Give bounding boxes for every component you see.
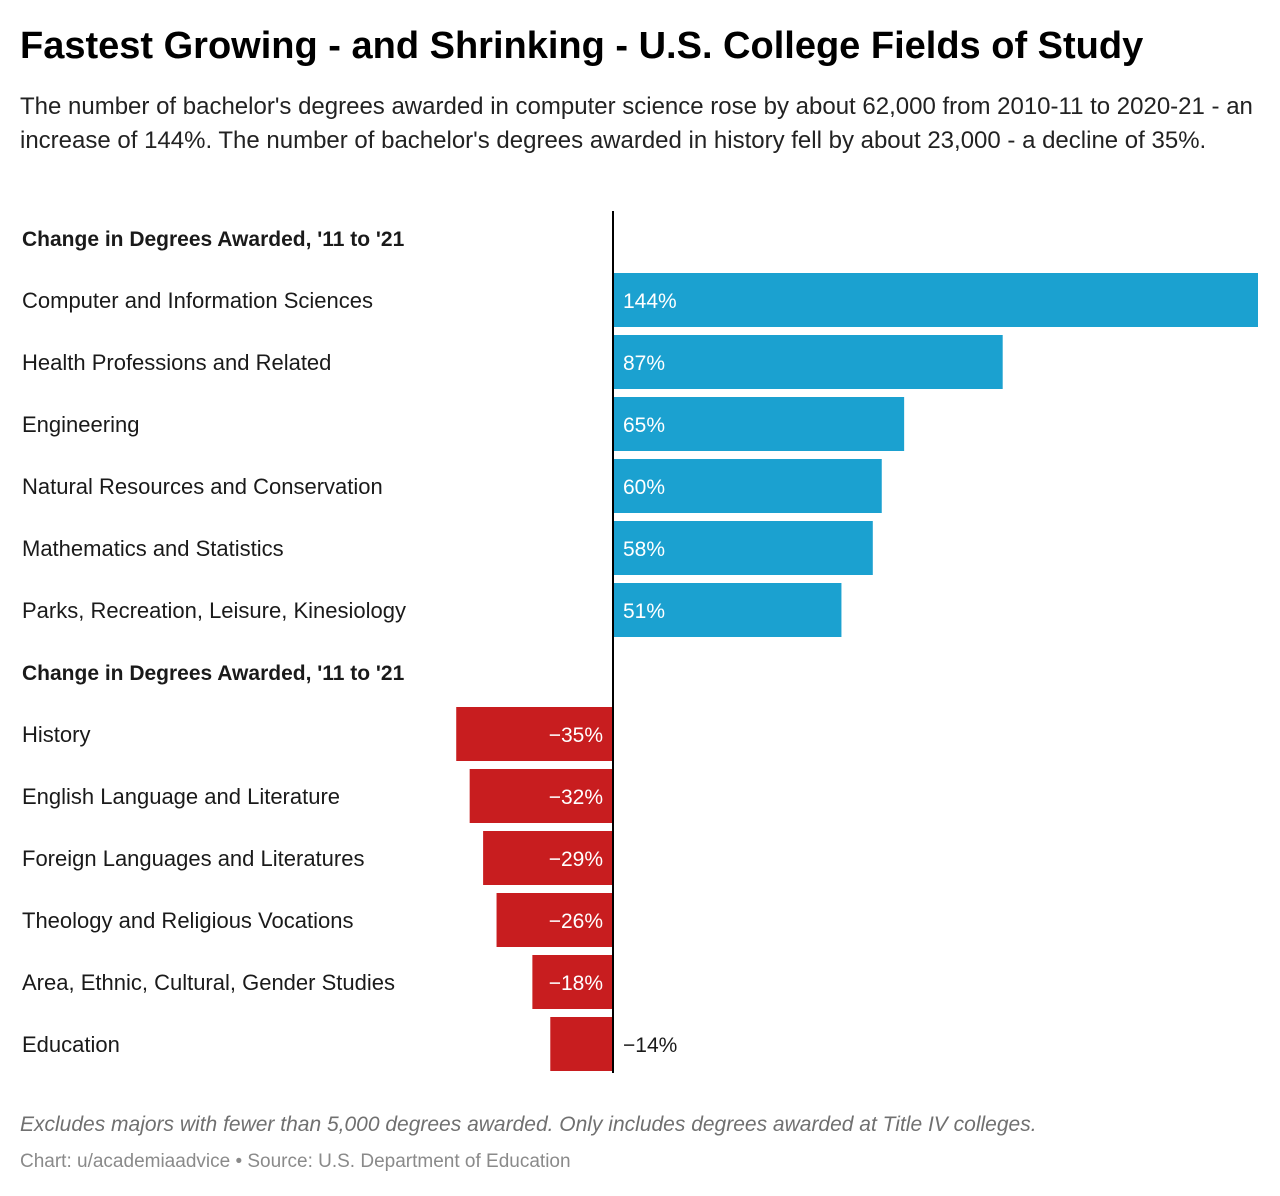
bar — [613, 397, 905, 451]
category-label: Mathematics and Statistics — [22, 536, 284, 561]
data-label: −35% — [549, 724, 603, 747]
data-label: −14% — [623, 1034, 677, 1057]
chart-footnote: Excludes majors with fewer than 5,000 de… — [20, 1113, 1037, 1136]
data-label: −29% — [549, 848, 603, 871]
bar — [496, 893, 613, 947]
category-label: Parks, Recreation, Leisure, Kinesiology — [22, 598, 406, 623]
bar — [532, 955, 613, 1009]
data-label: −32% — [549, 786, 603, 809]
bar — [613, 583, 842, 637]
data-label: 51% — [623, 600, 665, 623]
chart-credit: Chart: u/academiaadvice • Source: U.S. D… — [20, 1151, 571, 1172]
bar-chart: Change in Degrees Awarded, '11 to '21 Com… — [22, 211, 1258, 1073]
group-header: Change in Degrees Awarded, '11 to '21 — [22, 662, 405, 685]
data-label: 60% — [623, 476, 665, 499]
bar — [550, 1017, 613, 1071]
data-label: 144% — [623, 290, 677, 313]
chart-title: Fastest Growing - and Shrinking - U.S. C… — [20, 25, 1144, 67]
bar — [613, 459, 882, 513]
category-label: Computer and Information Sciences — [22, 288, 373, 313]
bar — [469, 769, 613, 823]
bar — [613, 521, 873, 575]
bar — [483, 831, 613, 885]
data-label: 65% — [623, 414, 665, 437]
bar — [613, 273, 1258, 327]
bar — [613, 335, 1003, 389]
data-label: 87% — [623, 352, 665, 375]
group-header: Change in Degrees Awarded, '11 to '21 — [22, 228, 405, 251]
category-label: English Language and Literature — [22, 784, 340, 809]
category-label: Health Professions and Related — [22, 350, 331, 375]
category-label: Engineering — [22, 412, 139, 437]
category-label: Natural Resources and Conservation — [22, 474, 383, 499]
data-label: 58% — [623, 538, 665, 561]
data-label: −26% — [549, 910, 603, 933]
category-label: Theology and Religious Vocations — [22, 908, 353, 933]
data-label: −18% — [549, 972, 603, 995]
category-label: Education — [22, 1032, 120, 1057]
category-label: History — [22, 722, 90, 747]
bar — [456, 707, 613, 761]
category-label: Foreign Languages and Literatures — [22, 846, 364, 871]
category-label: Area, Ethnic, Cultural, Gender Studies — [22, 970, 395, 995]
chart-subtitle: The number of bachelor's degrees awarded… — [20, 93, 1253, 154]
